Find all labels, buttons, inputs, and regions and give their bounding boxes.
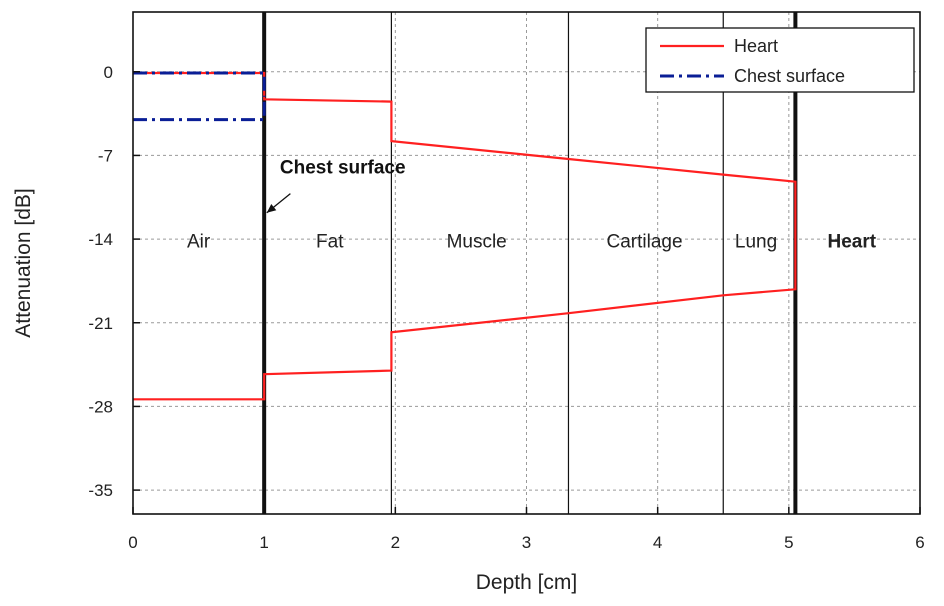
region-label: Lung <box>735 231 777 252</box>
legend-entry-label: Chest surface <box>734 66 845 86</box>
y-tick-label: 0 <box>104 63 113 82</box>
axis-ticks: 0 1 2 3 4 5 6 0 -7 -14 -21 -28 -35 <box>88 63 924 552</box>
legend-box <box>645 27 915 93</box>
series-line-heart <box>133 71 797 401</box>
x-tick-label: 3 <box>522 533 531 552</box>
y-tick-label: -14 <box>88 230 113 249</box>
legend-entry-label: Heart <box>734 36 778 56</box>
series-lines <box>133 71 797 401</box>
y-tick-label: -21 <box>88 314 113 333</box>
annotation-arrow-head <box>266 204 277 213</box>
region-label: Fat <box>316 231 344 252</box>
region-label: Air <box>187 231 211 252</box>
y-tick-label: -7 <box>98 146 113 165</box>
x-tick-label: 2 <box>391 533 400 552</box>
region-label: Heart <box>828 231 877 252</box>
annotation-text: Chest surface <box>280 157 406 178</box>
x-tick-label: 0 <box>128 533 137 552</box>
x-tick-label: 4 <box>653 533 662 552</box>
x-tick-label: 6 <box>915 533 924 552</box>
y-axis-title: Attenuation [dB] <box>12 188 35 337</box>
legend: Heart Chest surface <box>645 27 915 93</box>
y-tick-label: -28 <box>88 397 113 416</box>
y-tick-label: -35 <box>88 481 113 500</box>
x-tick-label: 1 <box>259 533 268 552</box>
annotation: Chest surface <box>266 157 406 214</box>
x-tick-label: 5 <box>784 533 793 552</box>
x-axis-title: Depth [cm] <box>476 571 578 594</box>
region-labels: Air Fat Muscle Cartilage Lung Heart <box>187 231 877 252</box>
region-label: Muscle <box>447 231 507 252</box>
region-label: Cartilage <box>607 231 683 252</box>
series-line-chest-surface <box>133 95 266 122</box>
series-line-chest-surface <box>133 71 266 91</box>
